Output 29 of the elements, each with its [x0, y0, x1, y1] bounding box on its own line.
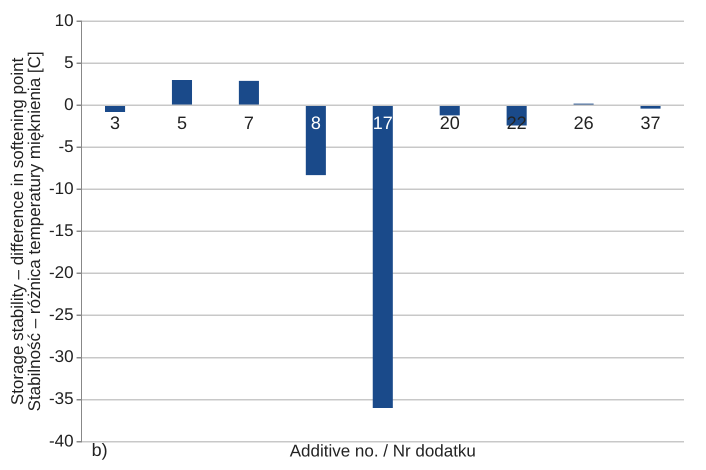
y-tick-label: -30 [48, 347, 74, 366]
y-tick-label: -25 [48, 305, 74, 324]
x-tick-label: 20 [440, 113, 460, 134]
y-tick-label: 10 [54, 10, 74, 30]
x-tick-label: 17 [372, 113, 393, 134]
annotation: b) [92, 440, 108, 460]
y-tick-label: -10 [48, 179, 74, 198]
x-tick-label: 26 [574, 113, 594, 134]
x-axis-title: Additive no. / Nr dodatku [290, 441, 476, 460]
bar [372, 106, 393, 408]
bar [640, 106, 661, 109]
bar [306, 106, 326, 176]
y-axis-title: Storage stability – difference in softening point Stabilność – różnica temperatury mięknienia [C] [8, 51, 44, 412]
bar [172, 80, 192, 105]
bar [440, 106, 460, 116]
x-tick-label: 8 [310, 113, 321, 134]
bar [238, 80, 259, 105]
y-tick-label: -15 [48, 221, 74, 240]
x-tick-label: 37 [640, 113, 661, 134]
y-tick-label: -20 [48, 263, 74, 282]
y-tick-label: -35 [48, 389, 74, 408]
x-tick-label: 7 [244, 113, 254, 134]
y-tick-label: -40 [48, 431, 74, 450]
bar [105, 106, 126, 112]
x-tick-label: 5 [176, 113, 187, 134]
x-tick-label: 3 [110, 113, 120, 134]
y-tick-label: 0 [64, 94, 74, 114]
y-tick-label: -5 [58, 137, 74, 156]
y-tick-label: 5 [64, 52, 74, 72]
